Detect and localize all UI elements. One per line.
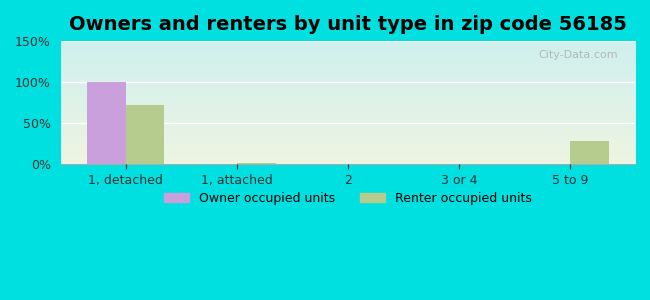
Title: Owners and renters by unit type in zip code 56185: Owners and renters by unit type in zip c… <box>69 15 627 34</box>
Bar <box>86 82 125 164</box>
Text: City-Data.com: City-Data.com <box>538 50 617 60</box>
Bar <box>125 105 164 164</box>
Bar <box>570 141 609 164</box>
Legend: Owner occupied units, Renter occupied units: Owner occupied units, Renter occupied un… <box>159 187 537 210</box>
